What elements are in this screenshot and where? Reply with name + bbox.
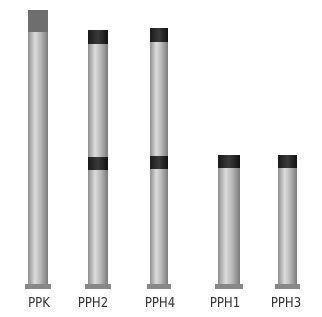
product-label: PPH4 [145,296,175,311]
product-label: PPH3 [271,296,301,311]
product-image: PPK PPH2 PPH4 PPH1 PPH3 [0,0,322,317]
post-pph4 [147,28,171,289]
post-pph2 [85,30,111,289]
product-label: PPH2 [78,296,108,311]
post-ppk [25,10,51,289]
post-pph3 [275,155,300,289]
product-label: PPH1 [210,296,240,311]
post-pph1 [215,155,243,289]
product-label: PPK [28,296,50,311]
